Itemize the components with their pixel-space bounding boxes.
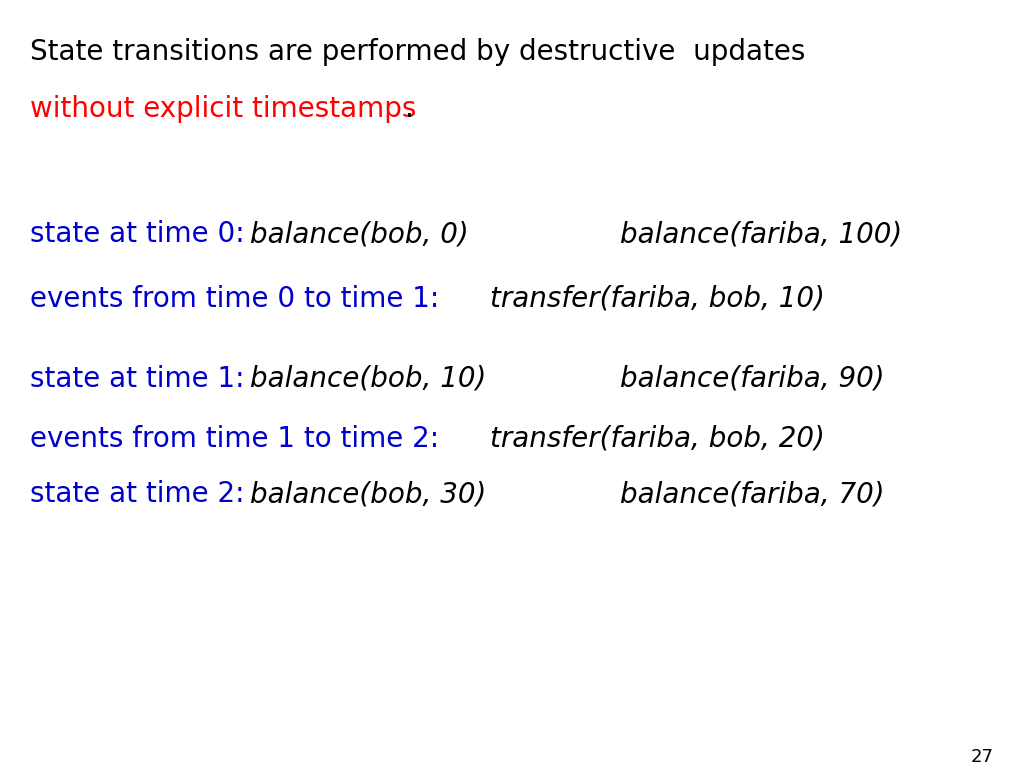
Text: balance(bob, 30): balance(bob, 30) bbox=[250, 480, 486, 508]
Text: .: . bbox=[406, 95, 414, 123]
Text: events from time 1 to time 2:: events from time 1 to time 2: bbox=[30, 425, 439, 453]
Text: 27: 27 bbox=[971, 748, 994, 766]
Text: balance(bob, 0): balance(bob, 0) bbox=[250, 220, 469, 248]
Text: balance(fariba, 100): balance(fariba, 100) bbox=[620, 220, 902, 248]
Text: State transitions are performed by destructive  updates: State transitions are performed by destr… bbox=[30, 38, 805, 66]
Text: transfer(fariba, bob, 20): transfer(fariba, bob, 20) bbox=[490, 425, 825, 453]
Text: balance(fariba, 70): balance(fariba, 70) bbox=[620, 480, 885, 508]
Text: balance(fariba, 90): balance(fariba, 90) bbox=[620, 365, 885, 393]
Text: balance(bob, 10): balance(bob, 10) bbox=[250, 365, 486, 393]
Text: state at time 2:: state at time 2: bbox=[30, 480, 245, 508]
Text: transfer(fariba, bob, 10): transfer(fariba, bob, 10) bbox=[490, 285, 825, 313]
Text: without explicit timestamps: without explicit timestamps bbox=[30, 95, 417, 123]
Text: events from time 0 to time 1:: events from time 0 to time 1: bbox=[30, 285, 439, 313]
Text: state at time 1:: state at time 1: bbox=[30, 365, 245, 393]
Text: state at time 0:: state at time 0: bbox=[30, 220, 245, 248]
